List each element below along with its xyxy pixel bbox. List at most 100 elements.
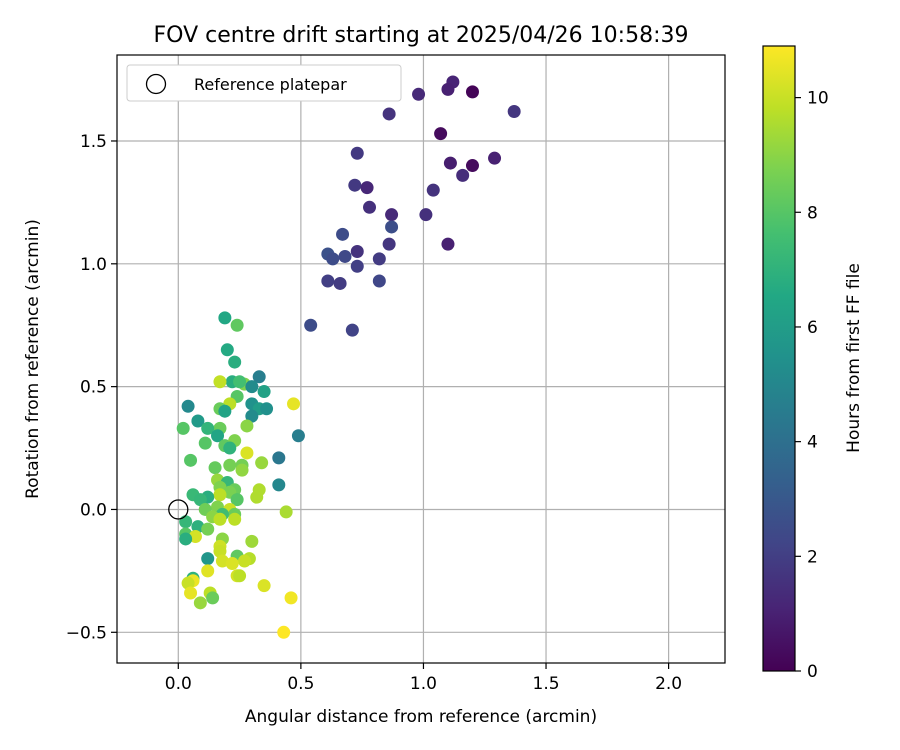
data-point (321, 274, 335, 288)
data-point (441, 82, 455, 96)
data-point (252, 370, 266, 384)
data-point (245, 534, 259, 548)
y-tick-label: 0.5 (80, 378, 107, 398)
data-point (419, 208, 433, 222)
data-point (257, 579, 271, 593)
colorbar (762, 45, 796, 672)
data-point (291, 429, 305, 443)
data-point (233, 375, 247, 389)
data-point (230, 318, 244, 332)
data-point (257, 385, 271, 399)
data-point (193, 596, 207, 610)
y-tick-label: −0.5 (66, 623, 107, 643)
legend-box (126, 64, 402, 102)
data-point (213, 488, 227, 502)
reference-platepar-marker (168, 499, 189, 520)
chart-title: FOV centre drift starting at 2025/04/26 … (154, 23, 689, 48)
data-point (441, 237, 455, 251)
data-point (304, 318, 318, 332)
data-point (213, 544, 227, 558)
data-point (230, 493, 244, 507)
legend-marker (145, 73, 167, 95)
data-point (360, 181, 374, 195)
data-point (284, 591, 298, 605)
data-point (228, 355, 242, 369)
data-point (233, 569, 247, 583)
data-point (223, 441, 237, 455)
data-point (382, 237, 396, 251)
data-point (245, 409, 259, 423)
data-point (350, 245, 364, 259)
data-point (255, 456, 269, 470)
colorbar-tick-label: 6 (807, 318, 818, 338)
data-point (279, 505, 293, 519)
data-point (213, 512, 227, 526)
data-point (412, 87, 426, 101)
data-point (179, 515, 193, 529)
y-axis-label: Rotation from reference (arcmin) (23, 219, 43, 499)
data-point (191, 414, 205, 428)
data-point (287, 397, 301, 411)
colorbar-tick-label: 4 (807, 433, 818, 453)
data-point (201, 552, 215, 566)
x-tick-label: 0.0 (165, 674, 192, 694)
data-point (181, 399, 195, 413)
data-point (201, 421, 215, 435)
data-point (215, 554, 229, 568)
data-point (385, 208, 399, 222)
data-point (382, 107, 396, 121)
data-point (345, 323, 359, 337)
data-point (184, 586, 198, 600)
data-point (336, 227, 350, 241)
data-point (211, 429, 225, 443)
colorbar-label: Hours from first FF file (844, 263, 864, 453)
data-point (240, 419, 254, 433)
y-tick-label: 1.5 (80, 132, 107, 152)
data-point (225, 557, 239, 571)
data-point (218, 404, 232, 418)
data-point (191, 520, 205, 534)
data-point (372, 274, 386, 288)
data-point (443, 156, 457, 170)
data-point (245, 380, 259, 394)
data-point (220, 343, 234, 357)
data-point (201, 564, 215, 578)
data-points (168, 75, 521, 639)
data-point (206, 591, 220, 605)
data-point (434, 127, 448, 141)
x-tick-label: 1.0 (410, 674, 437, 694)
colorbar-tick-label: 10 (807, 89, 829, 109)
data-point (208, 461, 222, 475)
legend-label: Reference platepar (194, 75, 347, 94)
data-point (237, 554, 251, 568)
data-point (188, 529, 202, 543)
colorbar-tick-label: 8 (807, 203, 818, 223)
data-point (240, 446, 254, 460)
data-point (326, 252, 340, 266)
data-point (250, 490, 264, 504)
x-axis-label: Angular distance from reference (arcmin) (245, 707, 597, 727)
data-point (184, 453, 198, 467)
x-axis-ticks: 0.0 0.5 1.0 1.5 2.0 (165, 663, 682, 694)
data-point (363, 200, 377, 214)
colorbar-ticks: 0 2 4 6 8 10 (795, 89, 829, 682)
data-point (372, 252, 386, 266)
data-point (223, 458, 237, 472)
data-point (235, 463, 249, 477)
y-tick-label: 0.0 (80, 500, 107, 520)
data-point (348, 178, 362, 192)
y-axis-ticks: −0.5 0.0 0.5 1.0 1.5 (66, 132, 117, 643)
data-point (488, 151, 502, 165)
data-point (385, 220, 399, 234)
y-tick-label: 1.0 (80, 255, 107, 275)
data-point (277, 625, 291, 639)
data-point (350, 259, 364, 273)
data-point (176, 421, 190, 435)
data-point (338, 249, 352, 263)
x-tick-label: 2.0 (655, 674, 682, 694)
data-point (333, 276, 347, 290)
data-point (179, 532, 193, 546)
data-point (201, 522, 215, 536)
data-point (465, 85, 479, 99)
